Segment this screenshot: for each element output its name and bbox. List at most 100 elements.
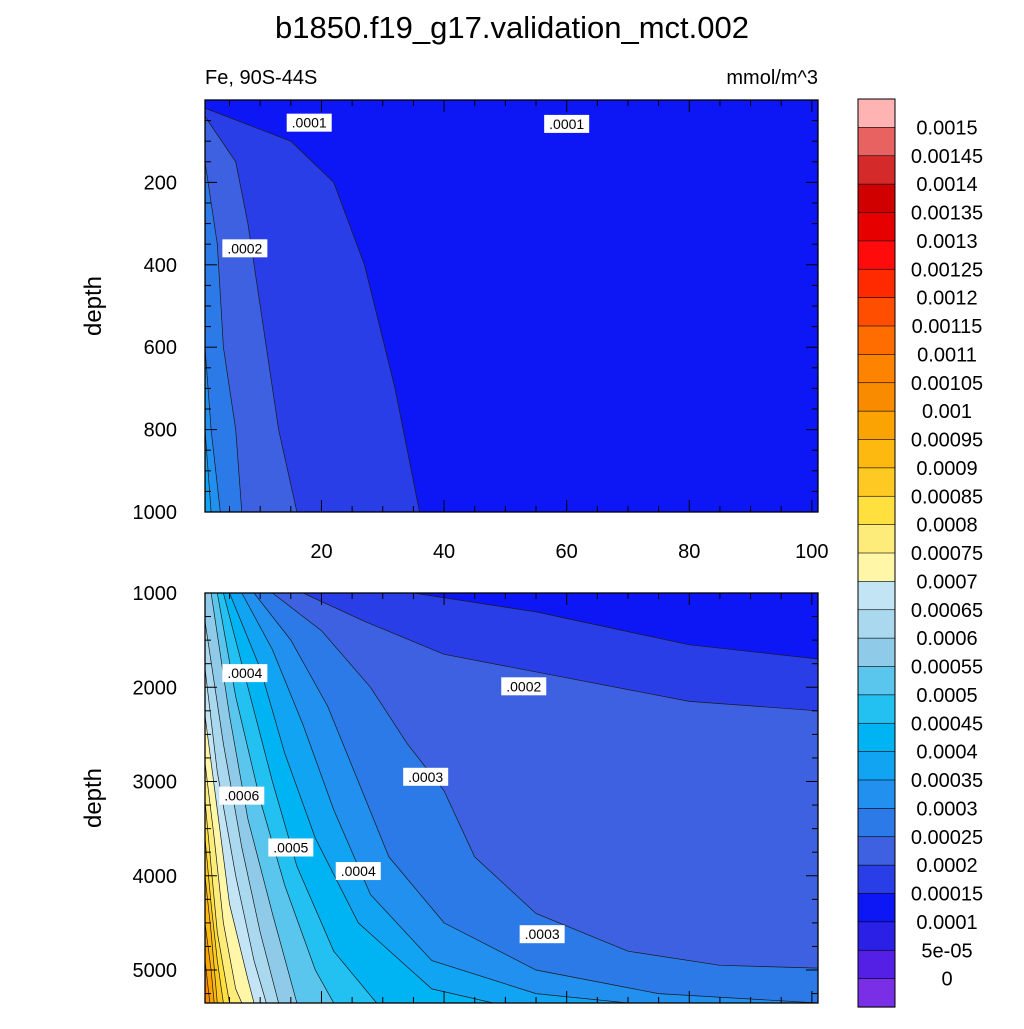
contour-region xyxy=(205,960,211,1003)
contour-label: .0004 xyxy=(222,664,268,683)
y-tick-label: 1000 xyxy=(133,502,178,524)
colorbar-swatch xyxy=(857,382,896,412)
colorbar-swatch xyxy=(857,552,896,582)
contour-label: .0005 xyxy=(268,838,314,857)
colorbar-label: 0.0014 xyxy=(916,174,977,196)
y-tick-label: 2000 xyxy=(133,677,178,699)
contour-label: .0002 xyxy=(222,239,268,258)
svg-text:.0006: .0006 xyxy=(224,788,259,804)
colorbar-swatch xyxy=(857,637,896,668)
colorbar-swatch xyxy=(857,410,896,441)
colorbar-label: 0.00075 xyxy=(911,543,983,565)
colorbar-label: 0.0012 xyxy=(916,288,977,310)
contour-region xyxy=(205,161,243,512)
svg-text:.0003: .0003 xyxy=(525,926,560,942)
colorbar-swatch xyxy=(857,722,896,753)
colorbar-label: 0.00015 xyxy=(911,884,983,906)
y-tick-label: 4000 xyxy=(133,866,178,888)
figure-title: b1850.f19_g17.validation_mct.002 xyxy=(275,10,749,45)
svg-text:.0001: .0001 xyxy=(549,116,584,132)
colorbar-swatch xyxy=(857,666,896,696)
colorbar-swatch xyxy=(857,240,896,270)
colorbar-label: 0.001 xyxy=(922,401,972,423)
svg-text:.0001: .0001 xyxy=(292,115,327,131)
svg-text:.0004: .0004 xyxy=(341,863,376,879)
colorbar-label: 0 xyxy=(941,969,952,991)
panel-subtitle-variable: Fe, 90S-44S xyxy=(205,67,317,89)
colorbar-swatch xyxy=(857,354,896,384)
colorbar-swatch xyxy=(857,751,896,781)
y-tick-label: 5000 xyxy=(133,960,178,982)
colorbar: 0.0015 0.00145 0.0014 0.00135 0.0013 0.00125 0… xyxy=(857,98,983,1008)
colorbar-swatch xyxy=(857,609,896,639)
colorbar-swatch xyxy=(857,155,896,185)
colorbar-label: 0.00145 xyxy=(911,146,983,168)
colorbar-label: 5e-05 xyxy=(921,940,972,962)
colorbar-swatch xyxy=(857,694,896,724)
y-axis-label: depth xyxy=(80,276,107,336)
x-tick-label: 80 xyxy=(678,541,700,563)
colorbar-label: 0.0006 xyxy=(916,628,977,650)
svg-text:.0003: .0003 xyxy=(408,769,443,785)
contour-label: .0001 xyxy=(544,114,590,133)
colorbar-swatch xyxy=(857,467,896,497)
contour-label: .0006 xyxy=(219,786,265,805)
svg-text:.0002: .0002 xyxy=(506,678,541,694)
colorbar-swatch xyxy=(857,439,896,469)
contour-label: .0003 xyxy=(519,925,565,944)
colorbar-label: 0.00105 xyxy=(911,373,983,395)
colorbar-label: 0.0013 xyxy=(916,231,977,253)
colorbar-swatch xyxy=(857,836,896,866)
y-tick-label: 1000 xyxy=(133,583,178,605)
colorbar-label: 0.00035 xyxy=(911,770,983,792)
colorbar-swatch xyxy=(857,268,896,299)
x-tick-label: 20 xyxy=(310,541,332,563)
upper-depth-panel: 20 40 60 80 100 200 400 600 800 1000 depth .0001 .00… xyxy=(80,99,829,563)
y-tick-label: 800 xyxy=(144,420,177,442)
panel-subtitle-units: mmol/m^3 xyxy=(726,67,818,89)
contour-label: .0003 xyxy=(403,767,449,786)
colorbar-label: 0.00085 xyxy=(911,486,983,508)
colorbar-label: 0.0008 xyxy=(916,515,977,537)
lower-depth-panel: 1000 2000 3000 4000 5000 depth .0004 .0002 .0003… xyxy=(80,583,819,1004)
contour-label: .0002 xyxy=(501,677,547,696)
contour-label: .0001 xyxy=(286,113,332,132)
colorbar-label: 0.0007 xyxy=(916,571,977,593)
colorbar-swatch xyxy=(857,495,896,526)
colorbar-label: 0.00025 xyxy=(911,827,983,849)
colorbar-swatch xyxy=(857,325,896,355)
colorbar-label: 0.00095 xyxy=(911,430,983,452)
colorbar-label: 0.00135 xyxy=(911,203,983,225)
colorbar-swatch xyxy=(857,921,896,951)
svg-text:.0004: .0004 xyxy=(227,665,262,681)
colorbar-swatch xyxy=(857,127,896,157)
colorbar-label: 0.00045 xyxy=(911,713,983,735)
colorbar-swatch xyxy=(857,808,896,838)
colorbar-swatch xyxy=(857,98,896,128)
colorbar-swatch xyxy=(857,949,896,980)
colorbar-label: 0.00115 xyxy=(912,316,983,338)
svg-text:.0002: .0002 xyxy=(227,240,262,256)
y-tick-label: 600 xyxy=(144,337,177,359)
colorbar-label: 0.0015 xyxy=(916,117,977,139)
colorbar-swatch xyxy=(857,212,896,242)
x-tick-label: 60 xyxy=(556,541,578,563)
y-tick-label: 3000 xyxy=(133,772,178,794)
colorbar-label: 0.0002 xyxy=(916,855,977,877)
colorbar-label: 0.0004 xyxy=(916,742,977,764)
svg-text:.0005: .0005 xyxy=(273,839,308,855)
y-tick-label: 400 xyxy=(144,255,177,277)
colorbar-label: 0.0005 xyxy=(916,685,977,707)
colorbar-label: 0.00065 xyxy=(911,600,983,622)
colorbar-swatch xyxy=(857,581,896,611)
colorbar-label: 0.0009 xyxy=(916,458,977,480)
colorbar-label: 0.00125 xyxy=(911,259,983,281)
colorbar-label: 0.00055 xyxy=(911,657,983,679)
colorbar-swatch xyxy=(857,978,896,1008)
colorbar-label: 0.0011 xyxy=(917,344,977,366)
colorbar-swatch xyxy=(857,864,896,895)
colorbar-swatch xyxy=(857,779,896,809)
colorbar-label: 0.0001 xyxy=(916,912,977,934)
x-tick-label: 100 xyxy=(795,541,828,563)
